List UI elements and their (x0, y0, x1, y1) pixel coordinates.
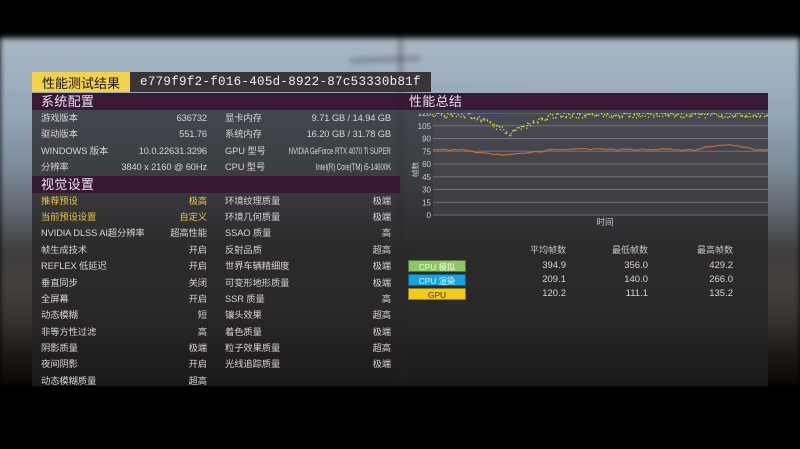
svg-text:0: 0 (427, 211, 432, 220)
svg-text:帧数: 帧数 (410, 162, 420, 177)
svg-text:45: 45 (422, 173, 431, 182)
svg-text:105: 105 (418, 122, 432, 131)
svg-text:120: 120 (418, 113, 432, 118)
svg-text:30: 30 (422, 186, 431, 195)
svg-text:时间: 时间 (596, 217, 613, 227)
svg-text:90: 90 (422, 135, 431, 144)
svg-text:15: 15 (422, 198, 431, 207)
svg-text:60: 60 (422, 160, 431, 169)
svg-text:75: 75 (422, 147, 431, 156)
